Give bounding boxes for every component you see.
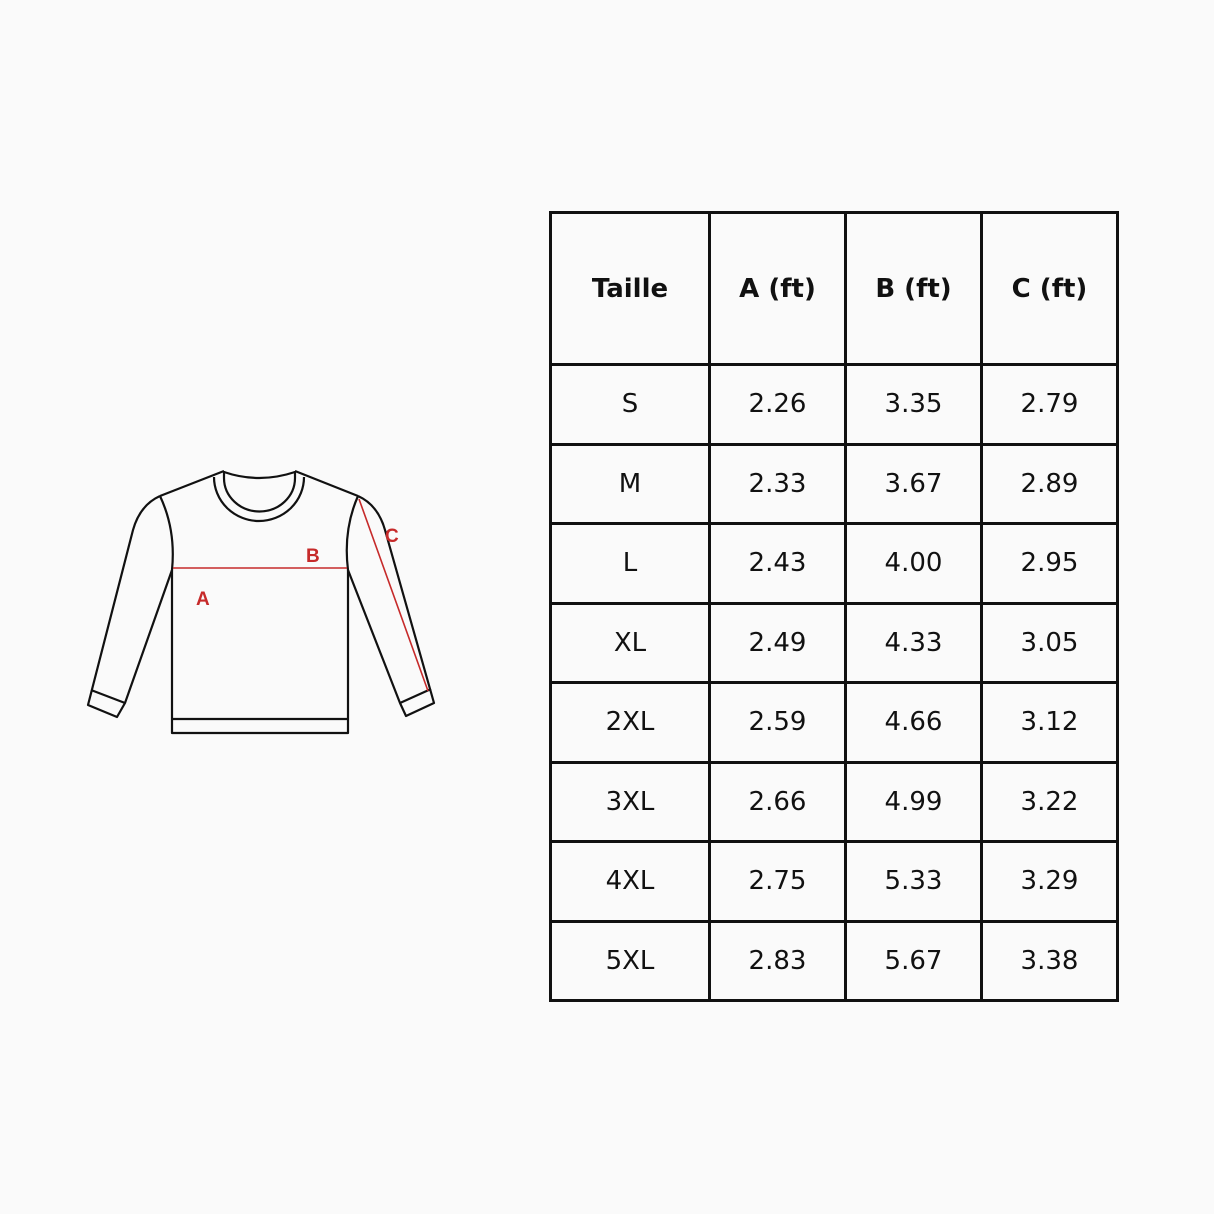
label-b: B — [306, 546, 320, 567]
table-row: S 2.26 3.35 2.79 — [549, 363, 1119, 446]
cell-a: 2.66 — [708, 760, 847, 843]
cell-size: 3XL — [549, 760, 711, 843]
cell-b: 4.66 — [844, 681, 983, 764]
sweater-diagram: A B C — [86, 469, 436, 735]
table-row: 3XL 2.66 4.99 3.22 — [549, 760, 1119, 843]
cell-a: 2.26 — [708, 363, 847, 446]
cell-c: 3.29 — [980, 840, 1119, 923]
cell-size: L — [549, 522, 711, 605]
cell-a: 2.49 — [708, 601, 847, 684]
cell-c: 3.05 — [980, 601, 1119, 684]
cell-size: XL — [549, 601, 711, 684]
cell-a: 2.59 — [708, 681, 847, 764]
cell-c: 2.95 — [980, 522, 1119, 605]
cell-c: 2.89 — [980, 442, 1119, 525]
cell-b: 3.35 — [844, 363, 983, 446]
cell-b: 3.67 — [844, 442, 983, 525]
header-c: C (ft) — [980, 211, 1119, 366]
table-row: 2XL 2.59 4.66 3.12 — [549, 681, 1119, 764]
label-a: A — [196, 589, 210, 610]
cell-size: 5XL — [549, 919, 711, 1002]
table-row: L 2.43 4.00 2.95 — [549, 522, 1119, 605]
cell-b: 4.33 — [844, 601, 983, 684]
header-a: A (ft) — [708, 211, 847, 366]
cell-a: 2.83 — [708, 919, 847, 1002]
cell-b: 4.99 — [844, 760, 983, 843]
size-table: Taille A (ft) B (ft) C (ft) S 2.26 3.35 2.7… — [549, 211, 1119, 1002]
cell-c: 3.38 — [980, 919, 1119, 1002]
cell-a: 2.33 — [708, 442, 847, 525]
cell-a: 2.43 — [708, 522, 847, 605]
table-header-row: Taille A (ft) B (ft) C (ft) — [549, 211, 1119, 366]
cell-b: 5.33 — [844, 840, 983, 923]
header-size: Taille — [549, 211, 711, 366]
sweater-outline-icon — [86, 469, 436, 735]
cell-c: 3.22 — [980, 760, 1119, 843]
cell-size: M — [549, 442, 711, 525]
table-row: M 2.33 3.67 2.89 — [549, 442, 1119, 525]
table-row: 5XL 2.83 5.67 3.38 — [549, 919, 1119, 1002]
cell-size: 4XL — [549, 840, 711, 923]
label-c: C — [385, 526, 399, 547]
table-row: XL 2.49 4.33 3.05 — [549, 601, 1119, 684]
cell-b: 5.67 — [844, 919, 983, 1002]
measure-line-c — [358, 498, 429, 692]
table-row: 4XL 2.75 5.33 3.29 — [549, 840, 1119, 923]
cell-c: 3.12 — [980, 681, 1119, 764]
cell-size: S — [549, 363, 711, 446]
cell-a: 2.75 — [708, 840, 847, 923]
cell-size: 2XL — [549, 681, 711, 764]
cell-b: 4.00 — [844, 522, 983, 605]
header-b: B (ft) — [844, 211, 983, 366]
cell-c: 2.79 — [980, 363, 1119, 446]
